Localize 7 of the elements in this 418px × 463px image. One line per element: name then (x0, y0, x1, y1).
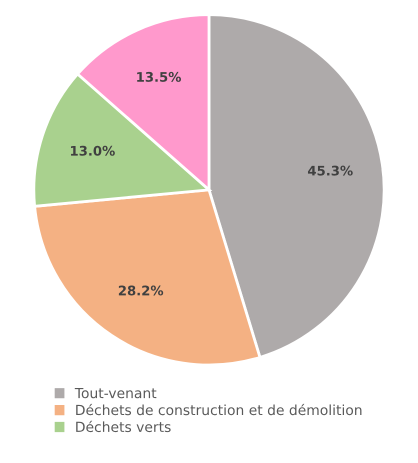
legend-label: Déchets de construction et de démolition (76, 404, 362, 416)
data-label: 28.2% (118, 286, 164, 296)
legend-label: Déchets verts (76, 420, 171, 432)
data-label: 13.0% (70, 146, 115, 156)
data-label: 13.5% (137, 72, 182, 82)
legend-label: Tout-venant (74, 388, 156, 398)
data-label: 45.3% (308, 166, 353, 176)
